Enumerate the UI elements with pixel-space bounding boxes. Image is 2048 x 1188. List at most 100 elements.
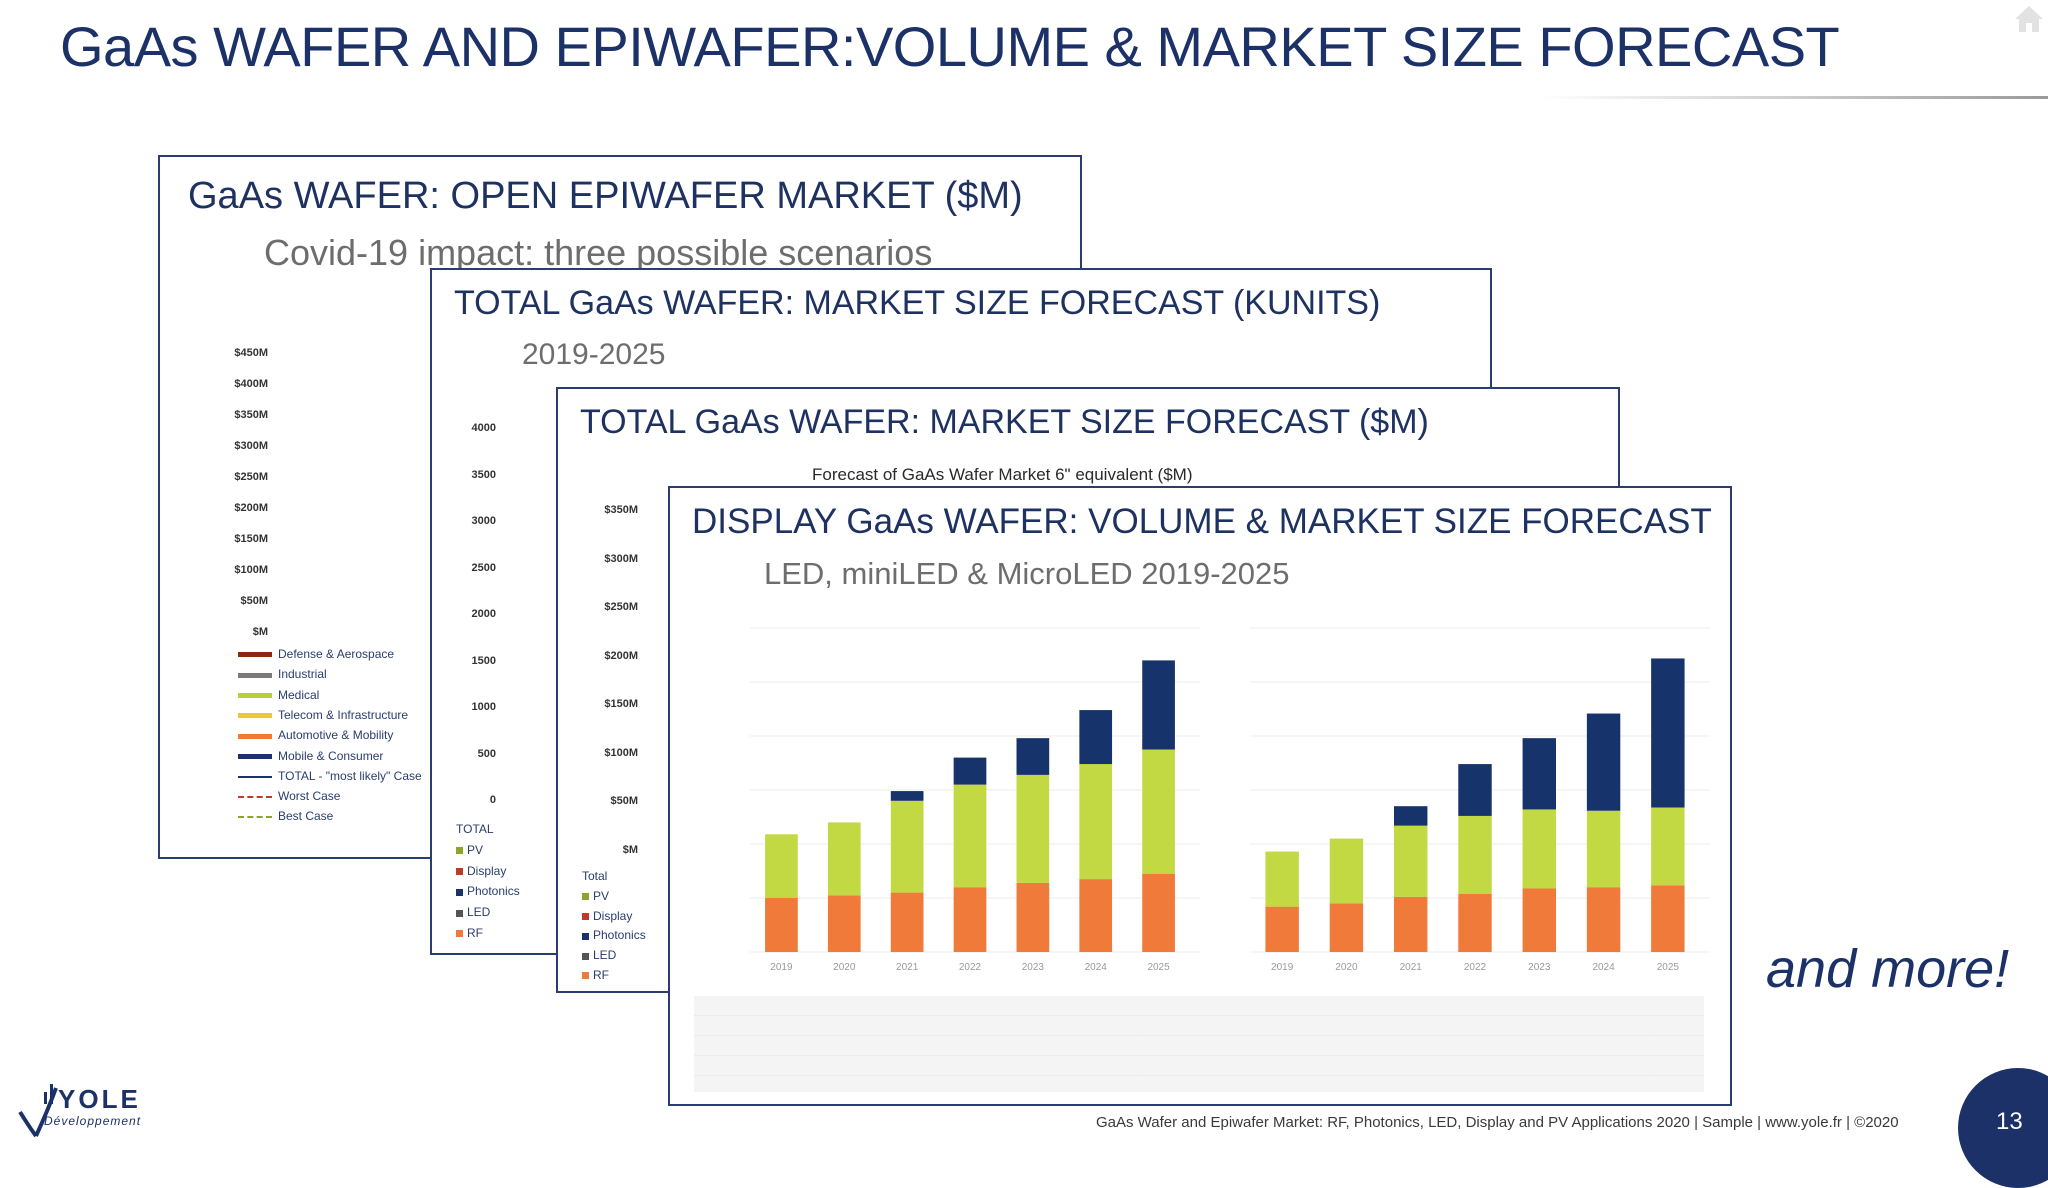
y-tick-label: $50M: [240, 595, 268, 607]
legend-label: PV: [467, 842, 484, 857]
y-tick-label: 3000: [471, 515, 496, 527]
legend-label: Automotive & Mobility: [278, 728, 394, 743]
y-tick-label: $100M: [604, 746, 638, 759]
title-underline: [1540, 96, 2048, 99]
legend-swatch: [238, 733, 272, 739]
legend-swatch: [238, 795, 272, 798]
card-title: GaAs WAFER: OPEN EPIWAFER MARKET ($M): [188, 175, 1023, 217]
legend-item: TOTAL - "most likely" Case: [238, 769, 422, 783]
legend-label: Display: [593, 908, 633, 923]
legend-item: LED: [456, 905, 490, 919]
y-tick-label: $M: [252, 626, 268, 638]
legend-swatch: [238, 672, 272, 678]
bar-segment: [953, 784, 987, 888]
legend-swatch: [238, 652, 272, 658]
legend-item: Mobile & Consumer: [238, 749, 383, 763]
card-title: DISPLAY GaAs WAFER: VOLUME & MARKET SIZE…: [692, 502, 1712, 541]
legend-label: PV: [593, 888, 610, 903]
bar-segment: [1458, 893, 1492, 952]
bar-segment: [1651, 807, 1685, 886]
legend-item: Display: [582, 909, 632, 923]
bar-segment: [1016, 738, 1050, 775]
legend-item: Photonics: [582, 928, 646, 942]
x-tick-label: 2023: [1022, 962, 1045, 973]
bar-segment: [1586, 713, 1621, 811]
bar-segment: [1394, 896, 1428, 952]
legend-item: PV: [456, 843, 483, 857]
legend-item: Display: [456, 864, 506, 878]
x-tick-label: 2023: [1528, 962, 1551, 973]
bar-segment: [1651, 658, 1685, 808]
legend-item: TOTAL: [456, 822, 494, 836]
card-subtitle: 2019-2025: [522, 338, 666, 371]
legend-label: Photonics: [593, 928, 646, 943]
legend-item: RF: [456, 926, 483, 940]
y-tick-label: 500: [477, 747, 496, 760]
bar-segment: [1142, 660, 1175, 750]
legend-label: TOTAL - "most likely" Case: [278, 768, 422, 783]
logo-mark-icon: [18, 1084, 58, 1138]
home-icon[interactable]: [2012, 2, 2046, 36]
y-tick-label: $M: [622, 843, 638, 856]
logo-main-text: YOLE: [58, 1084, 141, 1114]
legend-swatch: [582, 972, 589, 980]
x-tick-label: 2020: [833, 962, 856, 973]
legend-swatch: [238, 713, 272, 719]
bar-segment: [1394, 825, 1428, 897]
y-tick-label: $350M: [234, 409, 268, 421]
footer-text: GaAs Wafer and Epiwafer Market: RF, Phot…: [1096, 1114, 1899, 1131]
yole-logo: YOLE Développement: [14, 1070, 154, 1142]
legend-label: RF: [593, 968, 609, 982]
legend-swatch: [456, 867, 463, 875]
logo-sub-text: Développement: [44, 1114, 142, 1128]
bar-segment: [1394, 806, 1428, 826]
bar-segment: [1265, 851, 1299, 907]
legend-swatch: [456, 930, 463, 938]
y-tick-label: 0: [489, 794, 496, 806]
x-tick-label: 2025: [1147, 962, 1170, 973]
x-tick-label: 2021: [896, 962, 919, 973]
bar-segment: [1586, 887, 1621, 952]
y-tick-label: $300M: [234, 440, 268, 452]
bar-segment: [1651, 885, 1685, 952]
x-tick-label: 2022: [1464, 962, 1487, 973]
card-subtitle: LED, miniLED & MicroLED 2019-2025: [764, 556, 1290, 591]
y-tick-label: $250M: [234, 471, 268, 483]
bar-segment: [1142, 873, 1175, 952]
legend-label: LED: [593, 948, 617, 963]
y-tick-label: $200M: [234, 502, 268, 514]
legend-swatch: [238, 692, 272, 698]
bar-segment: [1522, 809, 1556, 889]
legend-label: TOTAL: [456, 822, 494, 836]
legend-item: Worst Case: [238, 789, 340, 803]
legend-item: Best Case: [238, 809, 333, 823]
legend-label: Telecom & Infrastructure: [278, 707, 409, 722]
legend-swatch: [582, 912, 589, 920]
legend-item: Defense & Aerospace: [238, 647, 394, 661]
market-chart: 2019 2020 2021 2022 2023 2024 2025: [1250, 627, 1710, 973]
y-tick-label: $200M: [604, 649, 638, 662]
legend-label: Mobile & Consumer: [278, 748, 384, 763]
bar-segment: [1458, 764, 1492, 816]
bar-segment: [953, 757, 987, 785]
bar-segment: [1079, 710, 1113, 765]
y-tick-label: $450M: [234, 347, 268, 359]
legend-item: Total: [582, 869, 607, 883]
card-subtitle: Covid-19 impact: three possible scenario…: [264, 232, 933, 273]
y-tick-label: 1000: [471, 701, 496, 713]
legend-label: Display: [467, 863, 507, 878]
legend-item: LED: [582, 948, 616, 962]
legend-swatch: [582, 952, 589, 960]
y-tick-label: $250M: [604, 601, 638, 613]
card-subtitle: Forecast of GaAs Wafer Market 6" equival…: [812, 465, 1193, 484]
bar-segment: [1586, 810, 1621, 888]
legend-swatch: [456, 847, 463, 855]
legend-item: Industrial: [238, 667, 327, 681]
legend-label: LED: [467, 905, 491, 920]
x-tick-label: 2021: [1400, 962, 1423, 973]
bar-segment: [1016, 882, 1050, 952]
card-title: TOTAL GaAs WAFER: MARKET SIZE FORECAST (…: [580, 403, 1429, 441]
legend-item: Automotive & Mobility: [238, 728, 393, 742]
legend-label: Industrial: [278, 667, 327, 682]
legend-swatch: [456, 888, 463, 896]
